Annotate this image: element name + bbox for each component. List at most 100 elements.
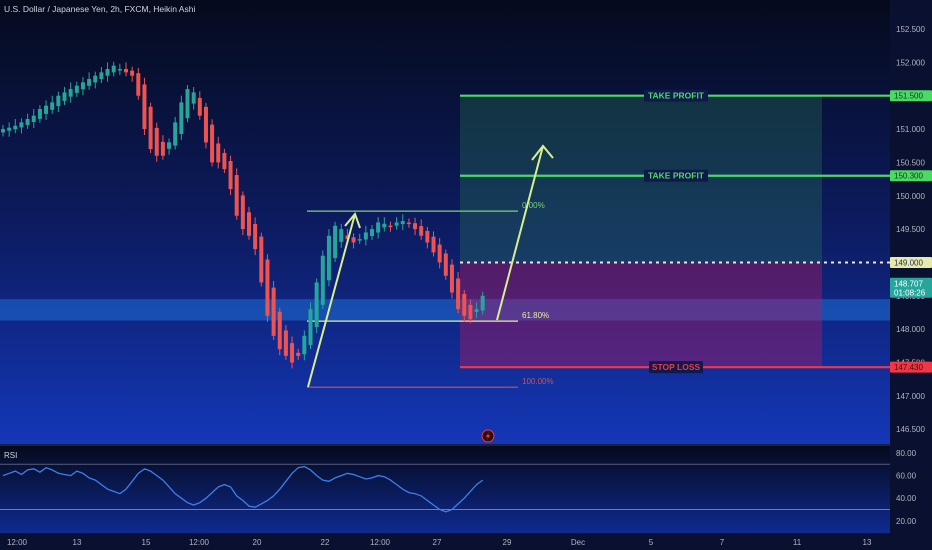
candle-body <box>191 92 196 104</box>
candle-body <box>382 223 387 228</box>
candle-body <box>247 212 251 236</box>
candle-body <box>68 89 73 97</box>
price-tick-label: 150.500 <box>896 158 925 167</box>
candle-body <box>363 232 368 240</box>
badge-current-bg <box>890 277 932 298</box>
candle-body <box>203 106 208 143</box>
impulse-arrow[interactable] <box>307 212 361 388</box>
badge-sl-text: 147.430 <box>894 363 923 372</box>
candle-body <box>419 226 424 236</box>
candle-body <box>56 95 61 107</box>
candle-body <box>160 141 165 156</box>
time-axis[interactable]: 12:00 13 15 12:00 20 22 12:00 27 29 Dec 5 7 11 13 <box>7 538 872 547</box>
candle-body <box>19 122 24 128</box>
candle-body <box>333 225 338 259</box>
candle-body <box>468 304 473 320</box>
candle-body <box>443 253 448 276</box>
candle-body <box>283 330 288 356</box>
price-tick-label: 152.000 <box>896 58 925 67</box>
candle-body <box>25 119 30 125</box>
candle-body <box>210 124 215 163</box>
candle-body <box>154 127 159 156</box>
rsi-line <box>2 465 484 513</box>
candle-body <box>290 343 295 363</box>
stop-loss-label-bg <box>649 361 703 374</box>
rsi-tick-label: 40.00 <box>896 494 917 503</box>
candle-body <box>7 127 12 131</box>
candle-body <box>259 236 264 283</box>
candle-body <box>173 122 178 146</box>
rsi-axis[interactable]: 80.00 60.00 40.00 20.00 <box>896 449 917 526</box>
candle-body <box>271 287 276 336</box>
candle-body <box>462 293 467 316</box>
lightning-icon[interactable] <box>481 429 495 443</box>
price-tick-label: 152.500 <box>896 25 925 34</box>
candle-body <box>179 102 184 134</box>
candle-body <box>413 223 418 230</box>
rsi-tick-label: 20.00 <box>896 517 917 526</box>
candle-body <box>240 195 245 230</box>
candle-body <box>351 237 356 243</box>
candle-body <box>185 89 190 119</box>
candle-body <box>99 72 104 80</box>
price-tick-label: 146.500 <box>896 425 925 434</box>
time-tick-label: 13 <box>73 538 82 547</box>
price-axis-background <box>890 0 932 550</box>
time-tick-label: 13 <box>863 538 872 547</box>
candle-body <box>357 239 362 241</box>
candle-body <box>370 229 374 236</box>
candle-body <box>277 311 282 350</box>
candle-body <box>124 69 128 73</box>
badge-tp2-bg <box>890 170 932 182</box>
time-tick-label: 22 <box>321 538 330 547</box>
price-tick-label: 147.000 <box>896 392 925 401</box>
price-tick-label: 148.000 <box>896 325 925 334</box>
candle-body <box>50 102 55 110</box>
badge-tp2-text: 150.300 <box>894 172 923 181</box>
profit-zone[interactable] <box>460 95 822 263</box>
candle-body <box>87 79 92 86</box>
candle-body <box>431 236 436 253</box>
candle-body <box>320 255 325 305</box>
candle-body <box>216 143 221 163</box>
candle-body <box>406 222 411 225</box>
candle-body <box>93 75 98 83</box>
candle-body <box>228 161 233 190</box>
loss-zone[interactable] <box>460 262 822 368</box>
candle-body <box>148 106 153 150</box>
candles-group <box>1 61 485 369</box>
time-axis-background <box>0 533 890 550</box>
price-tick-label: 149.500 <box>896 225 925 234</box>
badge-entry-bg <box>890 256 932 268</box>
candle-body <box>345 235 350 240</box>
candle-body <box>302 335 307 355</box>
time-tick-label: 20 <box>253 538 262 547</box>
candle-body <box>80 82 85 90</box>
candle-body <box>425 230 430 243</box>
badge-current-text: 148.707 <box>894 279 923 288</box>
time-tick-label: 12:00 <box>7 538 28 547</box>
candle-body <box>265 259 270 316</box>
candle-body <box>105 69 110 76</box>
time-tick-label: 15 <box>142 538 151 547</box>
fib-label-100: 100.00% <box>522 377 554 386</box>
time-tick-label: 7 <box>720 538 725 547</box>
candle-body <box>142 84 147 130</box>
candle-body <box>1 129 5 133</box>
candle-body <box>296 352 301 356</box>
price-tick-label: 151.000 <box>896 125 925 134</box>
candle-body <box>449 264 454 293</box>
take-profit-label-1: TAKE PROFIT <box>648 91 705 101</box>
candle-body <box>13 125 18 130</box>
candle-body <box>394 222 399 226</box>
candle-body <box>456 278 461 310</box>
projection-arrow[interactable] <box>496 144 554 321</box>
badge-tp1-bg <box>890 90 932 102</box>
candle-body <box>197 97 202 116</box>
candle-body <box>167 142 172 149</box>
candle-body <box>234 175 239 216</box>
time-tick-label: 5 <box>649 538 654 547</box>
candle-body <box>474 309 479 312</box>
